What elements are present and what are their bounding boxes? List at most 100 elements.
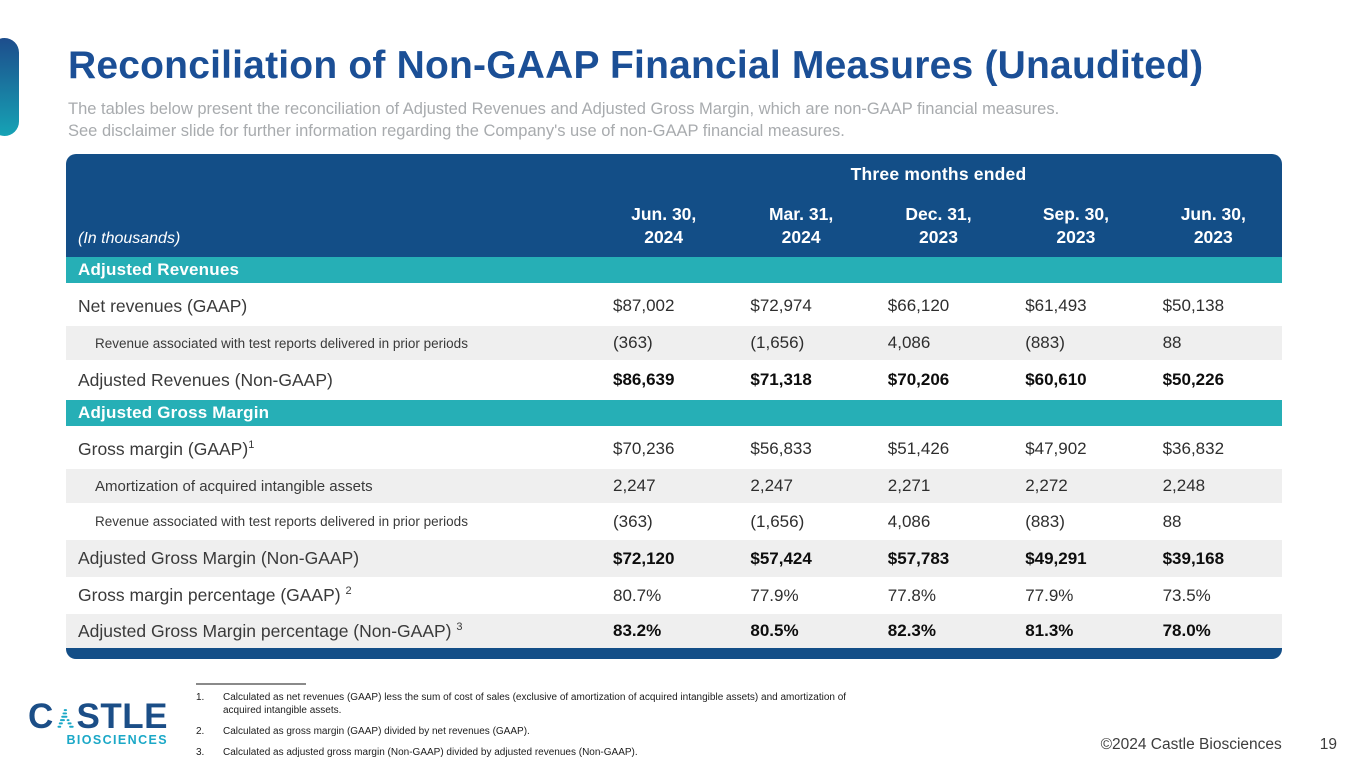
footnote-ref: 3: [456, 620, 463, 633]
logo-text-c: C: [28, 697, 54, 736]
column-header: Dec. 31, 2023: [870, 203, 1007, 257]
footnote-ref: 2: [345, 585, 352, 598]
page-subtitle: The tables below present the reconciliat…: [68, 100, 1060, 140]
column-header-line2: 2023: [1056, 226, 1096, 247]
column-header-row: (In thousands) Jun. 30, 2024 Mar. 31, 2024…: [66, 154, 1282, 257]
footnote-text: Calculated as net revenues (GAAP) less t…: [223, 692, 847, 716]
footnote-text: Calculated as gross margin (GAAP) divide…: [223, 726, 530, 737]
cell-value: $72,974: [750, 296, 812, 315]
row-label: Amortization of acquired intangible asse…: [66, 478, 595, 495]
cell-value: 83.2%: [613, 621, 662, 640]
cell-value: (883): [1025, 333, 1065, 352]
cell-value: (1,656): [750, 333, 805, 352]
table-bottom-bar: [66, 648, 1282, 659]
column-header-line2: 2024: [781, 226, 821, 247]
footnote-1: 1. Calculated as net revenues (GAAP) les…: [196, 691, 886, 717]
cell-value: $57,424: [750, 548, 812, 568]
row-label: Adjusted Gross Margin (Non-GAAP): [66, 548, 595, 569]
cell-value: 4,086: [887, 333, 931, 352]
cell-value: 73.5%: [1162, 585, 1211, 605]
row-label-text: Adjusted Revenues (Non-GAAP): [78, 369, 333, 390]
column-header-line2: 2023: [919, 226, 958, 247]
cell-value: 2,248: [1162, 476, 1206, 495]
row-label: Net revenues (GAAP): [66, 296, 595, 317]
table-row-adjusted-gross-margin-percentage: Adjusted Gross Margin percentage (Non-GA…: [66, 614, 1282, 648]
cell-value: $50,226: [1162, 370, 1225, 389]
cell-value: 4,086: [887, 511, 931, 531]
group-header: Three months ended: [850, 164, 1027, 184]
table-row-adjusted-revenues: Adjusted Revenues (Non-GAAP) $86,639 $71…: [66, 360, 1282, 400]
table-row-gross-margin-percentage: Gross margin percentage (GAAP) 2 80.7% 7…: [66, 577, 1282, 614]
cell-value: 81.3%: [1025, 621, 1074, 640]
cell-value: $71,318: [750, 370, 812, 389]
column-header: Sep. 30, 2023: [1007, 203, 1144, 257]
cell-value: $56,833: [750, 439, 812, 458]
column-header-line1: Sep. 30,: [1042, 203, 1109, 224]
row-label-text: Net revenues (GAAP): [78, 295, 248, 316]
slide-footer: ©2024 Castle Biosciences 19: [1101, 736, 1337, 754]
cell-value: $50,138: [1162, 296, 1225, 315]
table-row-gross-margin: Gross margin (GAAP)1 $70,236 $56,833 $51…: [66, 429, 1282, 469]
column-header-line2: 2023: [1193, 226, 1233, 247]
castle-biosciences-logo: C STLE BIOSCIENCES: [28, 697, 168, 747]
column-header-line1: Jun. 30,: [631, 203, 697, 224]
column-header-line1: Dec. 31,: [905, 203, 972, 224]
row-label-text: Gross margin percentage (GAAP): [78, 585, 341, 605]
footnote-2: 2. Calculated as gross margin (GAAP) div…: [196, 725, 886, 738]
logo-subtext: BIOSCIENCES: [66, 732, 168, 747]
row-label: Revenue associated with test reports del…: [66, 336, 595, 351]
footnote-number: 2.: [196, 726, 205, 737]
cell-value: $39,168: [1162, 548, 1225, 568]
section-header-adjusted-gross-margin: Adjusted Gross Margin: [66, 400, 1282, 429]
table-row-adjusted-gross-margin: Adjusted Gross Margin (Non-GAAP) $72,120…: [66, 540, 1282, 577]
cell-value: 88: [1162, 333, 1182, 352]
cell-value: $87,002: [613, 296, 675, 315]
column-header-line1: Jun. 30,: [1180, 203, 1246, 224]
logo-tree-icon: [57, 708, 74, 728]
row-label-text: Adjusted Gross Margin percentage (Non-GA…: [78, 620, 452, 641]
column-header: Jun. 30, 2024: [595, 203, 732, 257]
cell-value: $86,639: [613, 370, 675, 389]
cell-value: 82.3%: [887, 621, 936, 640]
row-label-text: Revenue associated with test reports del…: [95, 335, 468, 351]
cell-value: 80.7%: [613, 585, 662, 605]
cell-value: $66,120: [887, 296, 950, 315]
footnote-number: 3.: [196, 747, 205, 758]
footnote-ref: 1: [248, 438, 255, 451]
cell-value: $57,783: [887, 548, 950, 568]
cell-value: (883): [1025, 511, 1065, 531]
table-header: Three months ended (In thousands) Jun. 3…: [66, 154, 1282, 257]
units-label: (In thousands): [78, 230, 181, 247]
copyright-text: ©2024 Castle Biosciences: [1100, 736, 1282, 753]
footnote-text: Calculated as adjusted gross margin (Non…: [223, 747, 638, 758]
row-label-text: Gross margin (GAAP): [78, 438, 249, 459]
row-label: Adjusted Gross Margin percentage (Non-GA…: [66, 621, 595, 642]
footnote-number: 1.: [196, 692, 205, 703]
footnotes: 1. Calculated as net revenues (GAAP) les…: [196, 683, 886, 767]
cell-value: $61,493: [1025, 296, 1087, 315]
cell-value: $70,236: [613, 439, 675, 458]
cell-value: $70,206: [887, 370, 950, 389]
cell-value: 2,271: [887, 476, 931, 495]
column-header-line2: 2024: [644, 226, 684, 247]
cell-value: 88: [1162, 511, 1182, 531]
cell-value: 77.9%: [1025, 585, 1074, 605]
cell-value: $49,291: [1025, 548, 1087, 568]
column-header: Jun. 30, 2023: [1145, 203, 1282, 257]
cell-value: 78.0%: [1162, 621, 1211, 640]
cell-value: 80.5%: [750, 621, 799, 640]
row-label: Gross margin percentage (GAAP) 2: [66, 585, 595, 606]
cell-value: 77.8%: [887, 585, 936, 605]
table-row-revenue-prior-periods: Revenue associated with test reports del…: [66, 326, 1282, 360]
cell-value: 2,247: [750, 476, 793, 495]
accent-bar: [0, 38, 19, 136]
cell-value: 77.9%: [750, 585, 799, 605]
row-label-text: Amortization of acquired intangible asse…: [95, 477, 373, 495]
table-row-revenue-prior-periods: Revenue associated with test reports del…: [66, 503, 1282, 540]
cell-value: $60,610: [1025, 370, 1087, 389]
cell-value: 2,247: [613, 476, 656, 495]
row-label: Gross margin (GAAP)1: [66, 439, 595, 460]
cell-value: (363): [613, 333, 653, 352]
row-label: Adjusted Revenues (Non-GAAP): [66, 370, 595, 391]
